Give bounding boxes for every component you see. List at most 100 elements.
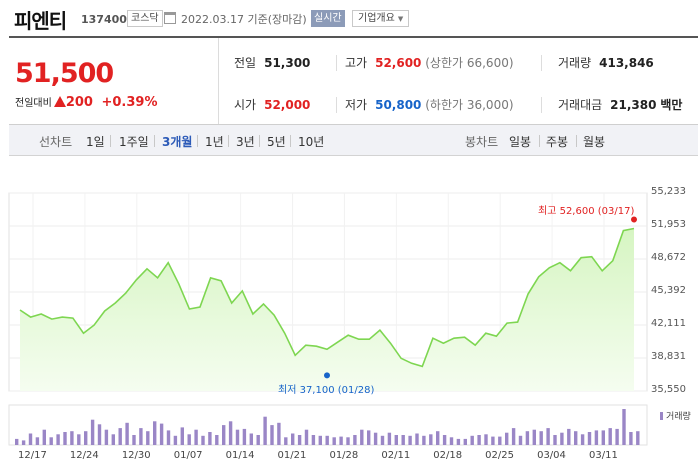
price-summary: 51,500 전일대비 200 +0.39% 전일 51,300 고가 52,600 …	[9, 36, 698, 125]
volume-bar	[636, 431, 640, 445]
volume-bar	[49, 437, 53, 445]
open-price: 시가 52,000	[234, 96, 310, 113]
y-tick-label: 38,831	[651, 351, 686, 362]
volume-bar	[546, 428, 550, 445]
chevron-down-icon: ▼	[397, 15, 404, 23]
high-label: 고가	[345, 56, 368, 70]
volume-bar	[511, 428, 516, 445]
x-tick-label: 01/07	[173, 450, 203, 461]
volume-bar	[187, 434, 191, 445]
chart-period-tabs: 선차트 1일 1주일 3개월 1년 3년 5년 10년 봉차트 일봉 주봉 월봉	[9, 125, 698, 156]
current-price: 51,500	[15, 58, 114, 89]
volume-bar	[35, 437, 40, 445]
volume-bar	[442, 435, 447, 445]
y-tick-label: 35,550	[651, 384, 686, 395]
volume-legend-swatch	[660, 412, 663, 420]
tab-daily-candle[interactable]: 일봉	[509, 135, 532, 149]
volume-bar	[463, 438, 467, 445]
volume-bar	[208, 432, 212, 445]
volume-bar	[622, 409, 626, 445]
current-price-panel: 51,500 전일대비 200 +0.39%	[9, 38, 219, 124]
amount-label: 거래대금	[558, 98, 603, 112]
line-chart-label: 선차트	[39, 135, 73, 149]
volume-bar	[194, 429, 198, 445]
volume-bar	[180, 427, 184, 445]
volume-bar	[228, 421, 233, 445]
tab-1y[interactable]: 1년	[205, 135, 224, 149]
min-point	[324, 372, 330, 379]
x-tick-label: 03/11	[589, 450, 618, 461]
volume-bar	[284, 437, 288, 445]
tab-3y[interactable]: 3년	[236, 135, 255, 149]
volume-bar	[580, 434, 585, 445]
volume-legend: 거래량	[660, 409, 691, 422]
divider	[541, 55, 542, 71]
trade-amount: 거래대금 21,380 백만	[558, 96, 682, 113]
tab-5y[interactable]: 5년	[267, 135, 286, 149]
max-price-annotation: 최고 52,600 (03/17)	[538, 206, 635, 218]
amount-unit: 백만	[660, 98, 683, 112]
change-percent: +0.39%	[101, 95, 158, 110]
volume-bar	[456, 438, 461, 445]
volume-bar	[146, 431, 150, 445]
prev-close-value: 51,300	[264, 56, 311, 70]
volume-bar	[491, 436, 495, 445]
y-tick-label: 45,392	[651, 285, 686, 296]
volume-bar	[346, 437, 350, 445]
divider	[539, 135, 540, 147]
up-triangle-icon	[53, 96, 66, 107]
volume-bar	[477, 435, 481, 445]
volume-bar	[401, 435, 405, 445]
x-tick-label: 01/21	[277, 450, 307, 461]
tab-weekly-candle[interactable]: 주봉	[546, 135, 569, 149]
tab-1d[interactable]: 1일	[86, 135, 105, 149]
volume-bar	[408, 435, 412, 445]
tab-3m[interactable]: 3개월	[162, 135, 193, 149]
volume-bar	[560, 432, 564, 445]
tab-10y[interactable]: 10년	[298, 135, 325, 149]
volume-legend-label: 거래량	[666, 412, 691, 422]
volume-bar	[304, 429, 309, 445]
volume-bar	[201, 435, 205, 445]
volume-bar	[263, 416, 267, 445]
volume-bar	[297, 435, 302, 445]
volume-bar	[470, 435, 474, 445]
divider	[154, 135, 155, 147]
price-change: 전일대비 200 +0.39%	[15, 94, 157, 110]
volume-bar	[574, 431, 578, 445]
volume-bar	[373, 432, 378, 445]
volume-bar	[387, 432, 392, 445]
open-value: 52,000	[264, 98, 311, 112]
x-tick-label: 12/24	[69, 450, 99, 461]
volume-bar	[360, 429, 364, 445]
price-chart[interactable]: 55,233 51,953 48,672 45,392 42,111 38,831 35,5…	[0, 157, 698, 469]
prev-close: 전일 51,300	[234, 54, 310, 71]
divider	[228, 135, 229, 147]
volume-bar	[553, 435, 557, 445]
divider	[336, 55, 337, 71]
volume: 거래량 413,846	[558, 54, 654, 71]
volume-bar	[222, 425, 226, 445]
volume-bar	[539, 431, 543, 445]
divider	[541, 97, 542, 113]
volume-bar	[532, 429, 536, 445]
divider	[336, 97, 337, 113]
volume-bar	[498, 436, 502, 445]
volume-bar	[436, 431, 440, 445]
high-value: 52,600	[375, 56, 422, 70]
realtime-button[interactable]: 실시간	[311, 10, 345, 27]
tab-1w[interactable]: 1주일	[119, 135, 149, 149]
x-tick-label: 01/14	[225, 450, 255, 461]
tab-monthly-candle[interactable]: 월봉	[583, 135, 606, 149]
change-amount: 200	[65, 95, 93, 110]
volume-bar	[104, 429, 109, 445]
volume-bar	[84, 431, 88, 445]
volume-bar	[159, 423, 164, 445]
volume-bar	[153, 421, 157, 445]
volume-bar	[449, 437, 454, 445]
volume-bar	[367, 430, 371, 445]
volume-bar	[56, 434, 60, 445]
volume-bar	[111, 434, 115, 445]
divider	[110, 135, 111, 147]
company-info-dropdown[interactable]: 기업개요 ▼	[352, 10, 410, 27]
